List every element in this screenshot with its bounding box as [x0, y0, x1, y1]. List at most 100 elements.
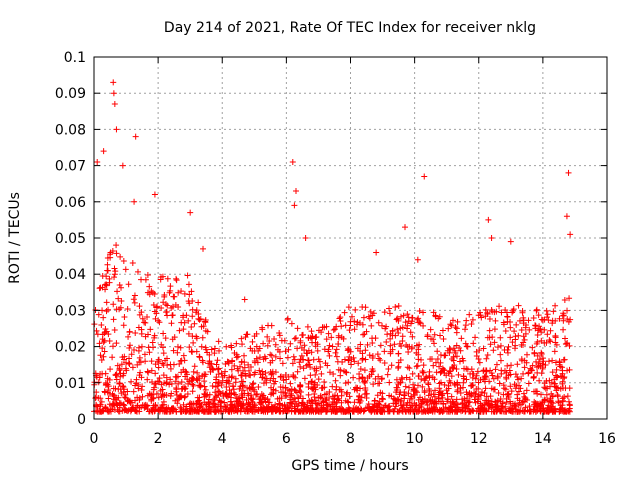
- data-point: [521, 336, 528, 343]
- data-point: [431, 408, 438, 415]
- data-point: [120, 322, 127, 329]
- data-point: [213, 392, 220, 399]
- data-point: [504, 362, 511, 369]
- data-point: [320, 398, 327, 405]
- data-point: [205, 360, 212, 367]
- data-point: [522, 330, 529, 337]
- data-point: [104, 261, 111, 268]
- data-point: [117, 373, 124, 380]
- data-point: [311, 390, 318, 397]
- data-point: [362, 304, 369, 311]
- data-point: [113, 376, 120, 383]
- data-point: [218, 381, 225, 388]
- data-point: [194, 398, 201, 405]
- data-point: [136, 311, 143, 318]
- data-point: [228, 366, 235, 373]
- data-point: [247, 405, 254, 412]
- data-point: [326, 352, 333, 359]
- data-point: [323, 336, 330, 343]
- data-point: [436, 363, 443, 370]
- data-point: [146, 283, 153, 290]
- data-point: [336, 315, 343, 322]
- data-point: [200, 245, 207, 252]
- data-point: [531, 406, 538, 413]
- data-point: [395, 317, 402, 324]
- data-point: [521, 364, 528, 371]
- data-point: [497, 334, 504, 341]
- data-point: [317, 392, 324, 399]
- data-point: [98, 398, 105, 405]
- data-point: [189, 381, 196, 388]
- data-point: [278, 337, 285, 344]
- data-point: [430, 403, 437, 410]
- data-point: [399, 324, 406, 331]
- data-point: [160, 361, 167, 368]
- data-point: [300, 365, 307, 372]
- data-point: [174, 349, 181, 356]
- data-point: [190, 382, 197, 389]
- data-point: [148, 367, 155, 374]
- data-point: [188, 324, 195, 331]
- data-point: [295, 400, 302, 407]
- data-point: [542, 385, 549, 392]
- data-point: [361, 331, 368, 338]
- data-point: [345, 357, 352, 364]
- y-tick-label: 0.1: [64, 50, 86, 66]
- data-point: [387, 342, 394, 349]
- data-point: [341, 356, 348, 363]
- data-point: [515, 388, 522, 395]
- data-point: [267, 377, 274, 384]
- data-point: [128, 351, 135, 358]
- data-point: [142, 319, 149, 326]
- data-point: [342, 408, 349, 415]
- data-point: [562, 340, 569, 347]
- data-point: [379, 322, 386, 329]
- data-point: [316, 400, 323, 407]
- data-point: [561, 296, 568, 303]
- data-point: [209, 365, 216, 372]
- data-point: [234, 365, 241, 372]
- data-point: [126, 361, 133, 368]
- data-point: [131, 299, 138, 306]
- data-point: [488, 401, 495, 408]
- data-point: [202, 401, 209, 408]
- data-point: [282, 348, 289, 355]
- data-point: [494, 344, 501, 351]
- data-point: [483, 393, 490, 400]
- data-point: [223, 343, 230, 350]
- data-point: [426, 372, 433, 379]
- data-point: [172, 378, 179, 385]
- data-point: [357, 319, 364, 326]
- data-point: [173, 408, 180, 415]
- data-point: [453, 353, 460, 360]
- data-point: [512, 336, 519, 343]
- data-point: [434, 356, 441, 363]
- data-point: [444, 396, 451, 403]
- data-point: [421, 407, 428, 414]
- data-point: [414, 382, 421, 389]
- data-point: [475, 391, 482, 398]
- data-point: [305, 391, 312, 398]
- data-point: [176, 361, 183, 368]
- data-point: [425, 381, 432, 388]
- data-point: [155, 406, 162, 413]
- data-point: [233, 340, 240, 347]
- data-point: [544, 331, 551, 338]
- data-point: [285, 346, 292, 353]
- data-point: [159, 360, 166, 367]
- data-point: [337, 372, 344, 379]
- data-point: [288, 408, 295, 415]
- data-point: [94, 158, 101, 165]
- data-point: [378, 408, 385, 415]
- data-point: [484, 351, 491, 358]
- data-point: [525, 380, 532, 387]
- data-point: [531, 349, 538, 356]
- data-point: [146, 349, 153, 356]
- data-point: [453, 325, 460, 332]
- data-point: [476, 347, 483, 354]
- data-point: [552, 408, 559, 415]
- data-point: [392, 403, 399, 410]
- data-point: [386, 305, 393, 312]
- data-point: [173, 275, 180, 282]
- data-point: [131, 198, 138, 205]
